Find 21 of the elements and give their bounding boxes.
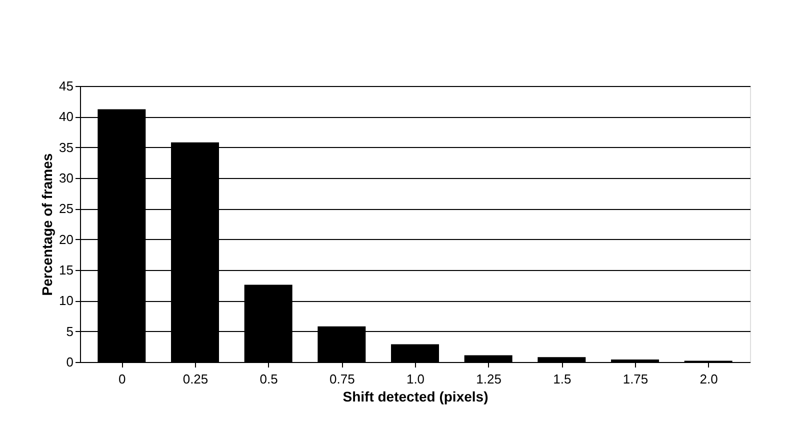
y-tick-label: 10 — [59, 293, 74, 308]
y-tick-label: 40 — [59, 109, 74, 124]
x-tick-label: 2.0 — [700, 372, 718, 386]
y-tick-label: 5 — [66, 324, 74, 339]
x-tick-label: 0.25 — [182, 372, 208, 386]
x-tick-label: 1.0 — [406, 372, 425, 386]
y-tick-label: 15 — [59, 262, 74, 278]
y-axis-title: Percentage of frames — [39, 153, 56, 296]
y-tick-label: 45 — [59, 78, 74, 94]
x-tick-label: 0.75 — [330, 372, 355, 386]
x-tick-label: 0.5 — [260, 372, 278, 386]
x-tick-label: 1.5 — [553, 372, 572, 386]
x-tick-label: 1.25 — [476, 372, 502, 386]
y-tick-label: 30 — [59, 170, 74, 186]
x-tick-label: 0 — [118, 372, 126, 386]
y-tick-label: 20 — [59, 232, 74, 247]
x-tick-label: 1.75 — [622, 372, 648, 386]
y-tick-label: 35 — [59, 140, 74, 155]
y-tick-label: 25 — [59, 201, 74, 216]
y-tick-label: 0 — [66, 354, 74, 370]
x-axis-title: Shift detected (pixels) — [342, 388, 488, 404]
